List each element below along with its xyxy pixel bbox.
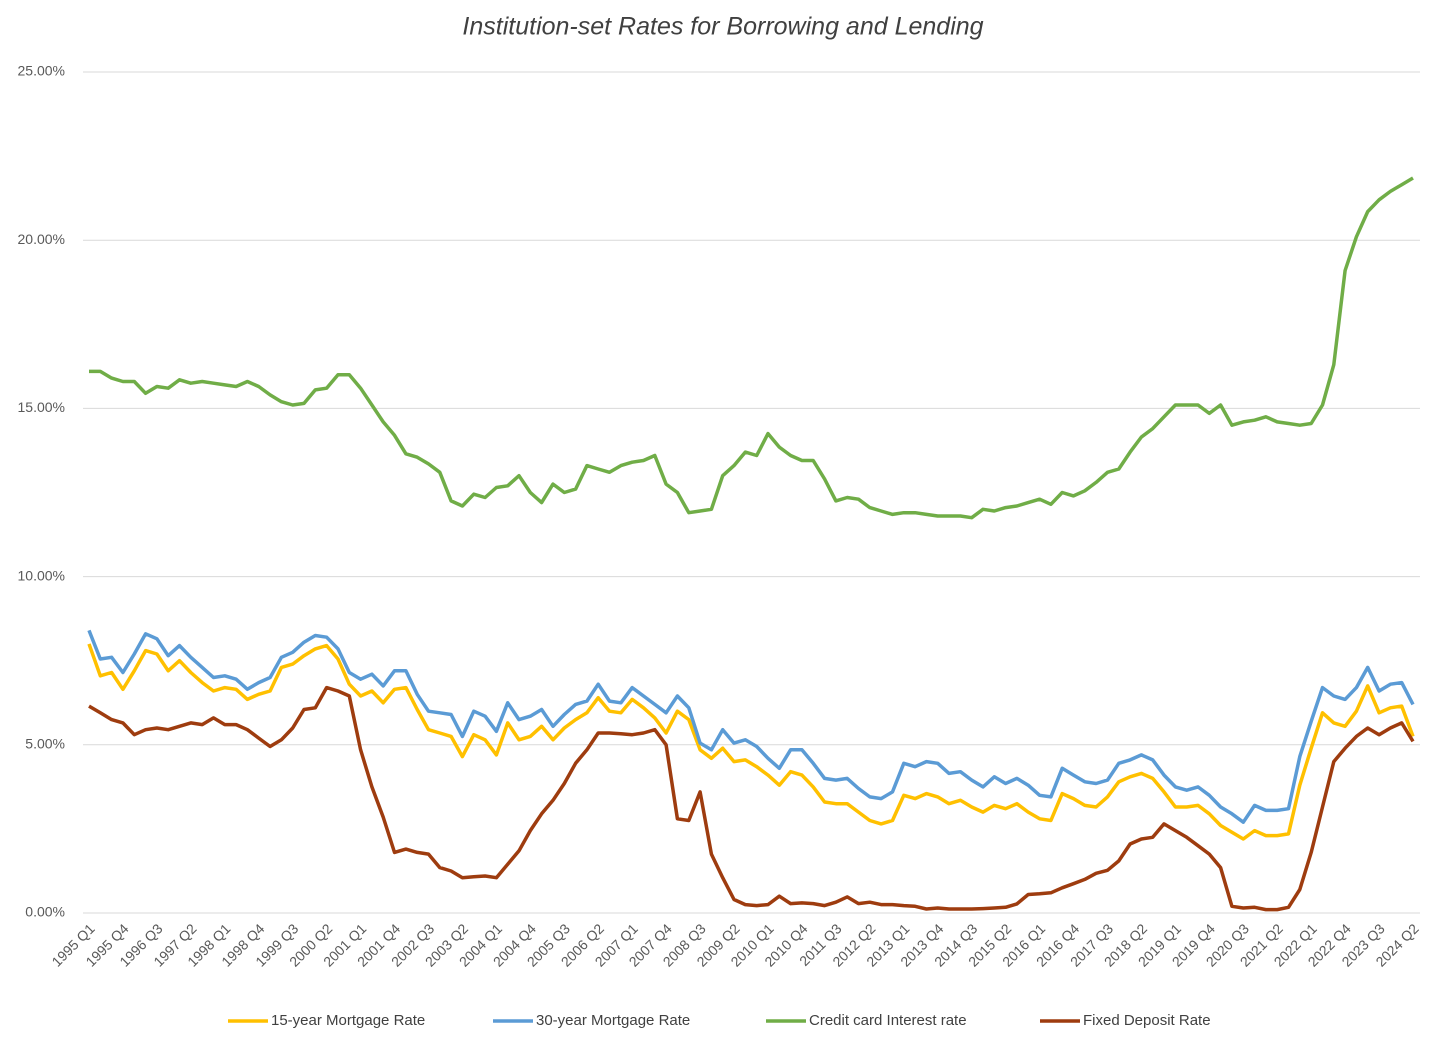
legend-label: Fixed Deposit Rate bbox=[1083, 1012, 1211, 1029]
chart-title: Institution-set Rates for Borrowing and … bbox=[462, 13, 983, 41]
series-line bbox=[87, 643, 1415, 841]
y-tick-label: 25.00% bbox=[18, 63, 65, 79]
series-line bbox=[87, 629, 1415, 824]
y-tick-label: 0.00% bbox=[25, 904, 65, 920]
y-tick-label: 15.00% bbox=[18, 399, 65, 415]
legend-label: Credit card Interest rate bbox=[809, 1012, 967, 1029]
y-tick-label: 10.00% bbox=[18, 567, 65, 583]
y-tick-label: 20.00% bbox=[18, 231, 65, 247]
y-tick-label: 5.00% bbox=[25, 736, 65, 752]
legend-label: 30-year Mortgage Rate bbox=[536, 1012, 690, 1029]
series-line bbox=[89, 176, 1414, 520]
series-line bbox=[88, 685, 1415, 912]
legend-label: 15-year Mortgage Rate bbox=[271, 1012, 425, 1029]
